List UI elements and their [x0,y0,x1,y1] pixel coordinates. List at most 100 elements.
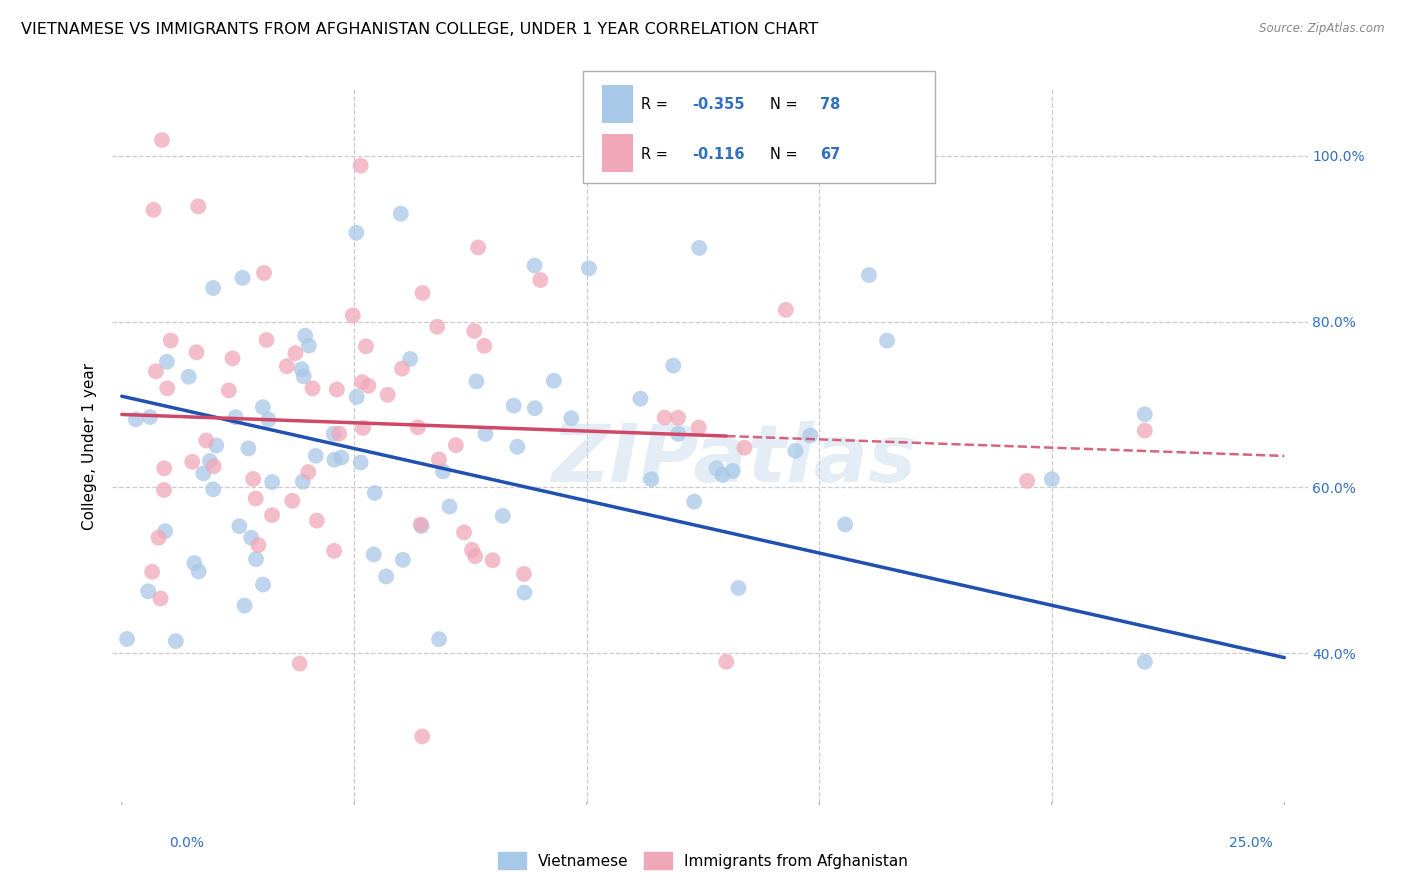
Point [145,364,167,378]
Point [775,302,797,317]
Point [363,548,385,562]
Point [688,241,710,255]
Point [242,472,264,486]
Point [474,426,496,441]
Point [238,442,260,456]
Point [245,552,267,566]
Y-axis label: College, Under 1 year: College, Under 1 year [82,362,97,530]
Point [294,328,316,343]
Point [202,281,225,295]
Point [439,500,461,514]
Point [240,531,263,545]
Point [375,569,398,583]
Point [502,399,524,413]
Point [463,324,485,338]
Point [1133,424,1156,438]
Point [444,438,467,452]
Point [513,585,536,599]
Point [409,517,432,532]
Point [257,412,280,426]
Point [630,392,652,406]
Point [391,361,413,376]
Point [352,421,374,435]
Point [465,375,488,389]
Legend: Vietnamese, Immigrants from Afghanistan: Vietnamese, Immigrants from Afghanistan [492,846,914,875]
Point [252,577,274,591]
Point [523,259,546,273]
Point [177,369,200,384]
Text: 78: 78 [820,97,839,112]
Point [399,352,422,367]
Point [153,461,176,475]
Point [183,556,205,570]
Text: -0.116: -0.116 [692,146,744,161]
Point [858,268,880,282]
Point [288,657,311,671]
Point [389,207,412,221]
Point [406,420,429,434]
Point [323,452,346,467]
Point [678,132,700,146]
Point [711,467,734,482]
Point [153,524,176,538]
Point [328,426,350,441]
Point [523,401,546,416]
Point [344,226,367,240]
Point [253,266,276,280]
Point [411,730,433,744]
Point [1133,655,1156,669]
Point [467,240,489,254]
Text: N =: N = [770,146,803,161]
Point [186,345,208,359]
Point [156,381,179,395]
Point [301,381,323,395]
Point [727,581,749,595]
Point [683,494,706,508]
Point [181,455,204,469]
Point [346,390,368,404]
Point [350,159,373,173]
Point [153,483,176,497]
Point [198,454,221,468]
Point [284,346,307,360]
Point [453,525,475,540]
Point [165,634,187,648]
Point [245,491,267,506]
Text: 67: 67 [820,146,839,161]
Point [291,475,314,489]
Point [706,461,728,475]
Point [231,270,253,285]
Point [228,519,250,533]
Point [156,355,179,369]
Point [733,441,755,455]
Point [427,452,450,467]
Point [292,369,315,384]
Point [233,599,256,613]
Point [834,517,856,532]
Point [187,565,209,579]
Point [342,309,364,323]
Point [247,538,270,552]
Point [350,456,373,470]
Point [426,319,449,334]
Text: 25.0%: 25.0% [1229,836,1272,850]
Point [262,475,284,489]
Point [578,261,600,276]
Point [506,440,529,454]
Point [205,438,228,452]
Point [276,359,298,374]
Point [392,553,415,567]
Point [354,339,377,353]
Point [427,632,450,647]
Point [141,565,163,579]
Point [529,273,551,287]
Point [481,553,503,567]
Point [688,420,710,434]
Point [323,544,346,558]
Point [298,338,321,352]
Point [125,412,148,426]
Point [364,486,387,500]
Point [799,428,821,442]
Point [260,508,283,523]
Point [513,566,536,581]
